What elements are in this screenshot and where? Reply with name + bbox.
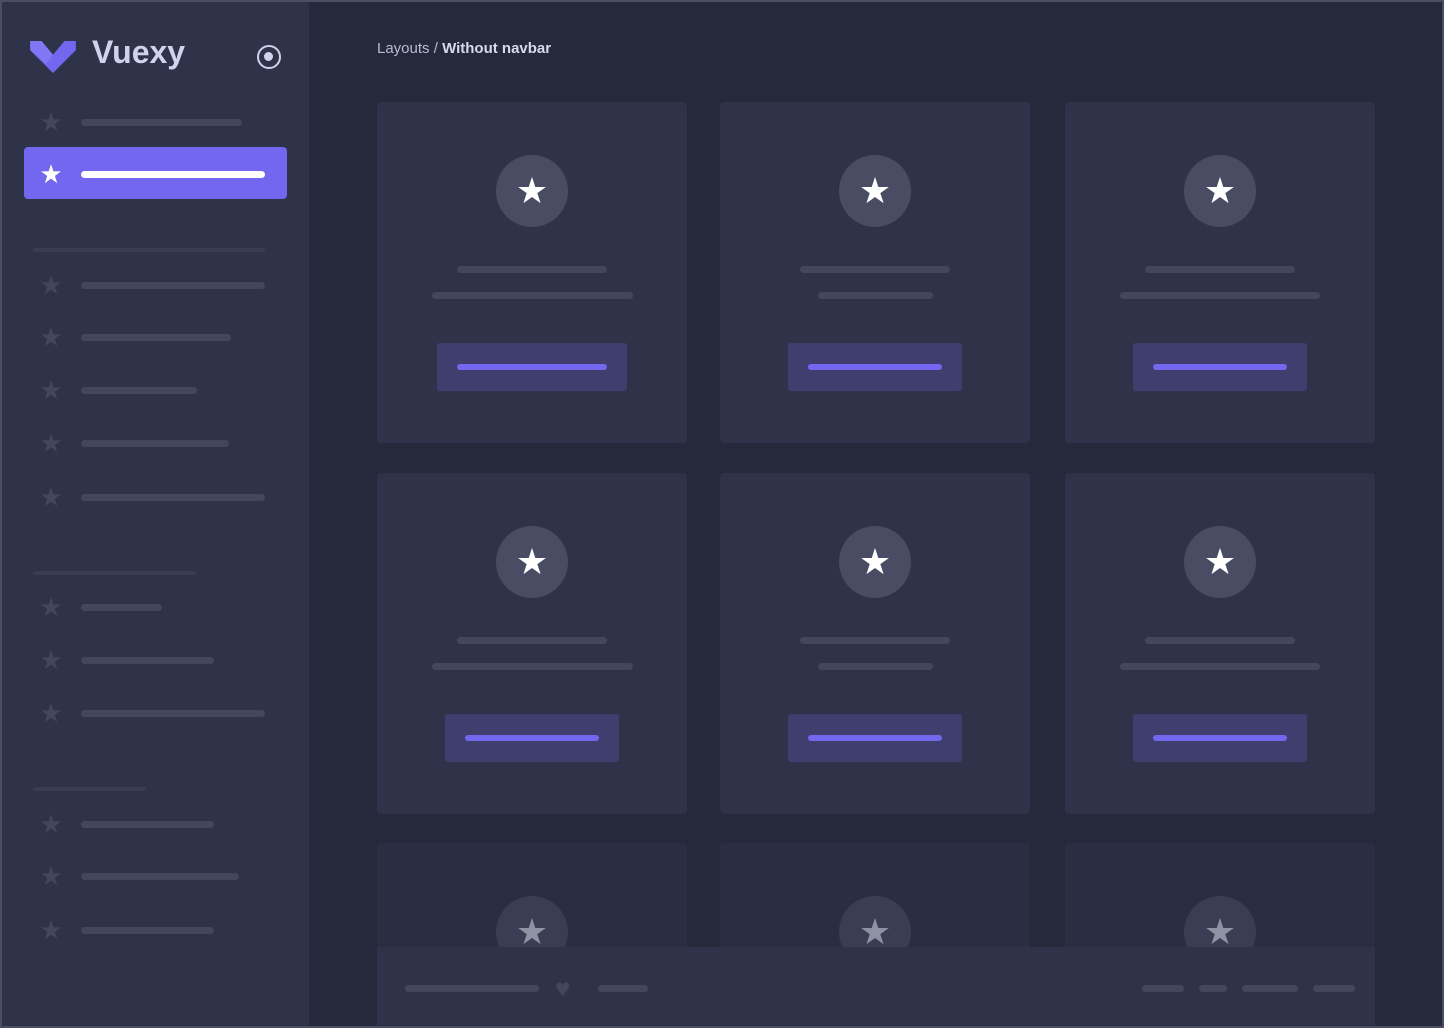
star-icon: ★: [39, 861, 63, 891]
breadcrumb-separator: /: [429, 40, 443, 57]
card: ★: [377, 473, 687, 814]
card-button[interactable]: [445, 714, 619, 762]
heart-icon: ♥: [555, 973, 571, 1003]
card-text-placeholder: [817, 292, 933, 299]
star-icon: ★: [839, 526, 911, 598]
sidebar-section-divider: [33, 248, 265, 252]
card: ★: [720, 473, 1030, 814]
star-icon: ★: [39, 322, 63, 352]
card-text-placeholder: [1120, 292, 1320, 299]
sidebar-item-label[interactable]: [81, 927, 214, 934]
card-button[interactable]: [1133, 714, 1307, 762]
card-button-label: [465, 735, 599, 741]
star-icon: ★: [39, 159, 63, 189]
footer-link[interactable]: [1242, 985, 1298, 992]
star-icon: ★: [39, 270, 63, 300]
sidebar-item-label[interactable]: [81, 494, 265, 501]
star-icon: ★: [39, 107, 63, 137]
card-button-label: [808, 364, 942, 370]
star-icon: ★: [1184, 155, 1256, 227]
card-button-label: [457, 364, 607, 370]
breadcrumb-current: Without navbar: [442, 40, 552, 57]
sidebar-item-label[interactable]: [81, 710, 265, 717]
footer-author-placeholder: [598, 985, 648, 992]
card-title-placeholder: [457, 637, 607, 644]
sidebar-item-label[interactable]: [81, 873, 239, 880]
sidebar-section-divider: [33, 571, 196, 575]
sidebar-item-label[interactable]: [81, 171, 265, 178]
card-button[interactable]: [1133, 343, 1307, 391]
card-text-placeholder: [817, 663, 933, 670]
star-icon: ★: [839, 155, 911, 227]
sidebar-item-label[interactable]: [81, 334, 231, 341]
card-button-label: [1153, 735, 1287, 741]
sidebar-toggle-icon[interactable]: [257, 45, 281, 69]
breadcrumb-parent[interactable]: Layouts: [377, 40, 430, 57]
vuexy-logo: [30, 41, 76, 73]
footer-link[interactable]: [1199, 985, 1227, 992]
star-icon: ★: [39, 428, 63, 458]
star-icon: ★: [39, 698, 63, 728]
star-icon: ★: [496, 155, 568, 227]
sidebar-item-label[interactable]: [81, 387, 197, 394]
star-icon: ★: [39, 375, 63, 405]
star-icon: ★: [39, 592, 63, 622]
card-title-placeholder: [800, 266, 950, 273]
star-icon: ★: [39, 915, 63, 945]
card-title-placeholder: [1145, 637, 1295, 644]
card: ★: [720, 102, 1030, 443]
star-icon: ★: [39, 809, 63, 839]
card-text-placeholder: [1120, 663, 1320, 670]
sidebar-item-label[interactable]: [81, 821, 214, 828]
footer-link[interactable]: [1142, 985, 1184, 992]
card-title-placeholder: [457, 266, 607, 273]
card-text-placeholder: [431, 663, 633, 670]
card-title-placeholder: [1145, 266, 1295, 273]
sidebar-item-label[interactable]: [81, 440, 229, 447]
card-button[interactable]: [788, 714, 962, 762]
star-icon: ★: [39, 645, 63, 675]
sidebar: Vuexy ★ ★ ★ ★ ★ ★ ★ ★ ★ ★ ★ ★ ★: [0, 0, 309, 1028]
footer-copyright-placeholder: [405, 985, 539, 992]
card: ★: [1065, 102, 1375, 443]
sidebar-item-label[interactable]: [81, 282, 265, 289]
star-icon: ★: [1184, 526, 1256, 598]
star-icon: ★: [496, 526, 568, 598]
card: ★: [377, 102, 687, 443]
card-button-label: [1153, 364, 1287, 370]
sidebar-item-label[interactable]: [81, 119, 242, 126]
star-icon: ★: [39, 482, 63, 512]
sidebar-item-label[interactable]: [81, 657, 214, 664]
footer: ♥: [377, 947, 1375, 1028]
card-button[interactable]: [437, 343, 627, 391]
breadcrumb: Layouts / Without navbar: [377, 40, 551, 57]
card-button-label: [808, 735, 942, 741]
sidebar-item-label[interactable]: [81, 604, 162, 611]
brand-name: Vuexy: [92, 34, 186, 70]
card-button[interactable]: [788, 343, 962, 391]
card: ★: [1065, 473, 1375, 814]
card-text-placeholder: [431, 292, 633, 299]
sidebar-section-divider: [33, 787, 146, 791]
footer-link[interactable]: [1313, 985, 1355, 992]
card-title-placeholder: [800, 637, 950, 644]
